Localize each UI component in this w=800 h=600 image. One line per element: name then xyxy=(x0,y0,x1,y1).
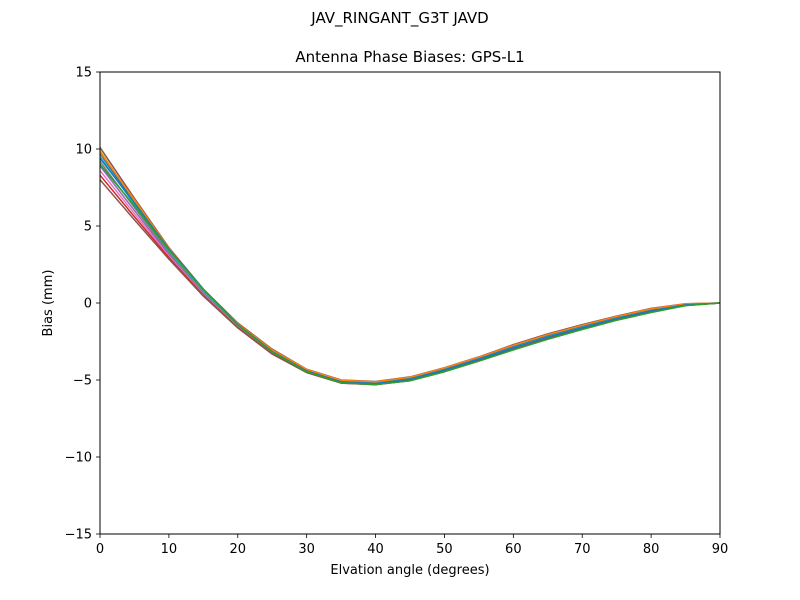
x-tick-label: 70 xyxy=(574,542,591,557)
y-tick-label: 5 xyxy=(84,220,92,235)
x-tick-label: 20 xyxy=(230,542,247,557)
x-tick-label: 0 xyxy=(96,542,104,557)
x-tick-label: 30 xyxy=(298,542,315,557)
series-line-12 xyxy=(99,163,721,386)
series-line-3 xyxy=(99,153,721,384)
y-tick-label: 0 xyxy=(84,297,92,312)
x-tick-label: 10 xyxy=(161,542,178,557)
y-tick-label: −10 xyxy=(65,451,92,466)
y-axis: −15 −10 −5 0 5 10 15 xyxy=(65,66,100,543)
y-tick-label: −15 xyxy=(65,528,92,543)
series-line-4 xyxy=(99,156,721,385)
series-line-1 xyxy=(99,147,721,383)
series-line-10 xyxy=(99,151,721,383)
x-tick-label: 40 xyxy=(367,542,384,557)
x-axis: 0 10 20 30 40 50 60 70 80 90 xyxy=(96,534,728,557)
y-tick-label: −5 xyxy=(73,374,92,389)
series-layer xyxy=(99,147,721,386)
series-line-6 xyxy=(99,165,721,385)
x-tick-label: 60 xyxy=(505,542,522,557)
y-axis-label: Bias (mm) xyxy=(41,270,56,337)
chart-title: Antenna Phase Biases: GPS-L1 xyxy=(295,48,525,66)
series-line-2 xyxy=(99,150,721,384)
y-tick-label: 15 xyxy=(75,66,92,81)
series-line-5 xyxy=(99,160,721,385)
x-tick-label: 90 xyxy=(712,542,729,557)
x-axis-label: Elvation angle (degrees) xyxy=(330,563,489,578)
plot-frame xyxy=(99,71,721,535)
figure-suptitle: JAV_RINGANT_G3T JAVD xyxy=(311,9,489,27)
y-tick-label: 10 xyxy=(75,143,92,158)
series-line-11 xyxy=(99,157,721,385)
x-tick-label: 50 xyxy=(436,542,453,557)
x-tick-label: 80 xyxy=(643,542,660,557)
